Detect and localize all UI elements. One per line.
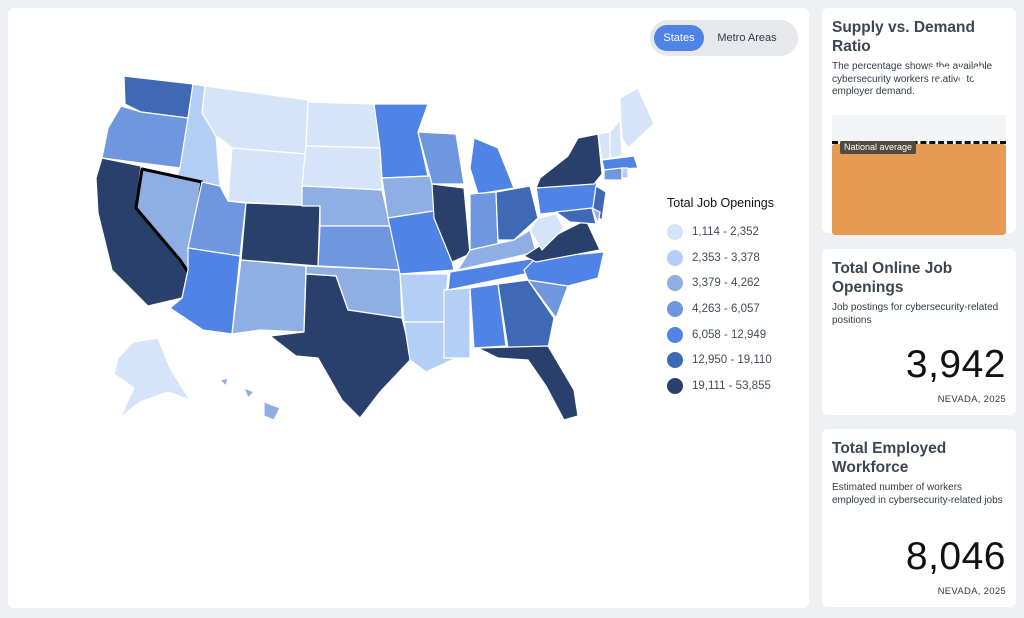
geography-toggle: States Metro Areas xyxy=(650,20,798,56)
legend-title: Total Job Openings xyxy=(667,196,775,210)
state-alaska[interactable] xyxy=(113,337,191,419)
state-maine[interactable] xyxy=(619,87,655,149)
national-average-line xyxy=(832,141,1006,144)
state-wyoming[interactable] xyxy=(227,147,307,207)
job-openings-card: Total Online Job Openings Job postings f… xyxy=(822,249,1016,415)
legend-label: 4,263 - 6,057 xyxy=(692,302,760,315)
supply-demand-card: Supply vs. Demand Ratio The percentage s… xyxy=(822,8,1016,235)
map-panel: States Metro Areas xyxy=(8,8,809,608)
legend-swatch xyxy=(667,352,683,369)
state-mississippi[interactable] xyxy=(443,287,471,359)
state-colorado[interactable] xyxy=(240,202,321,267)
job-openings-value: 3,942 xyxy=(905,343,1006,386)
state-wisconsin[interactable] xyxy=(417,131,465,185)
legend-label: 19,111 - 53,855 xyxy=(692,379,771,392)
state-hawaii-oahu[interactable] xyxy=(219,377,229,387)
national-average-label: National average xyxy=(840,141,917,154)
state-delaware[interactable] xyxy=(591,207,601,225)
us-choropleth-map xyxy=(95,75,655,421)
job-openings-title: Total Online Job Openings xyxy=(832,260,953,296)
state-arkansas[interactable] xyxy=(399,273,449,323)
state-hawaii-big-island[interactable] xyxy=(263,401,281,421)
legend-item: 4,263 - 6,057 xyxy=(667,296,807,322)
state-georgia[interactable] xyxy=(497,279,555,349)
workforce-description: Estimated number of workers employed in … xyxy=(832,482,1003,506)
state-louisiana[interactable] xyxy=(403,321,457,373)
legend-label: 6,058 - 12,949 xyxy=(692,328,767,341)
legend-swatch xyxy=(667,377,683,394)
legend-swatch xyxy=(667,223,683,240)
state-new-hampshire[interactable] xyxy=(609,119,623,159)
state-arizona[interactable] xyxy=(169,247,241,335)
state-kentucky[interactable] xyxy=(457,229,537,271)
legend-item: 12,950 - 19,110 xyxy=(667,347,807,373)
state-west-virginia[interactable] xyxy=(529,213,565,251)
states-toggle-button[interactable]: States xyxy=(654,25,704,51)
legend-item: 6,058 - 12,949 xyxy=(667,322,807,348)
legend-label: 1,114 - 2,352 xyxy=(692,225,759,238)
legend-swatch xyxy=(667,326,683,343)
workforce-value: 8,046 xyxy=(905,535,1006,578)
state-texas[interactable] xyxy=(269,273,413,419)
state-new-mexico[interactable] xyxy=(231,259,307,335)
state-michigan[interactable] xyxy=(469,137,515,195)
legend-item: 1,114 - 2,352 xyxy=(667,219,807,245)
state-indiana[interactable] xyxy=(469,191,499,251)
ratio-location: NEVADA, 2025 xyxy=(937,107,1006,118)
supply-demand-title: Supply vs. Demand Ratio xyxy=(832,19,975,55)
job-openings-description: Job postings for cybersecurity-related p… xyxy=(832,302,999,326)
supply-demand-description: The percentage shows the available cyber… xyxy=(832,61,993,97)
state-hawaii-maui[interactable] xyxy=(243,387,255,399)
state-north-dakota[interactable] xyxy=(305,101,381,149)
job-openings-location: NEVADA, 2025 xyxy=(937,394,1006,405)
legend-swatch xyxy=(667,249,683,266)
state-rhode-island[interactable] xyxy=(621,167,629,179)
state-south-dakota[interactable] xyxy=(301,145,383,191)
legend-swatch xyxy=(667,300,683,317)
legend-label: 3,379 - 4,262 xyxy=(692,277,760,290)
state-connecticut[interactable] xyxy=(603,167,623,181)
legend-swatch xyxy=(667,275,683,292)
legend-item: 2,353 - 3,378 xyxy=(667,245,807,271)
legend-label: 12,950 - 19,110 xyxy=(692,354,772,367)
metro-areas-toggle-button[interactable]: Metro Areas xyxy=(717,32,777,44)
state-new-york[interactable] xyxy=(535,133,603,189)
state-kansas[interactable] xyxy=(317,225,401,271)
state-maryland[interactable] xyxy=(555,207,597,225)
legend-item: 3,379 - 4,262 xyxy=(667,270,807,296)
legend-item: 19,111 - 53,855 xyxy=(667,373,807,399)
legend-label: 2,353 - 3,378 xyxy=(692,251,760,264)
ratio-fill xyxy=(832,144,1006,235)
state-montana[interactable] xyxy=(201,85,309,155)
state-massachusetts[interactable] xyxy=(601,155,639,171)
state-ohio[interactable] xyxy=(495,185,539,241)
map-legend: Total Job Openings 1,114 - 2,352 2,353 - … xyxy=(667,196,807,399)
ratio-gauge: National average xyxy=(832,115,1006,235)
state-illinois[interactable] xyxy=(431,183,471,263)
ratio-value: 71% xyxy=(927,60,1006,103)
state-florida[interactable] xyxy=(477,345,579,421)
workforce-card: Total Employed Workforce Estimated numbe… xyxy=(822,429,1016,607)
state-alabama[interactable] xyxy=(469,283,507,349)
state-nevada-selected[interactable] xyxy=(134,167,204,274)
workforce-location: NEVADA, 2025 xyxy=(937,586,1006,597)
workforce-title: Total Employed Workforce xyxy=(832,440,947,476)
